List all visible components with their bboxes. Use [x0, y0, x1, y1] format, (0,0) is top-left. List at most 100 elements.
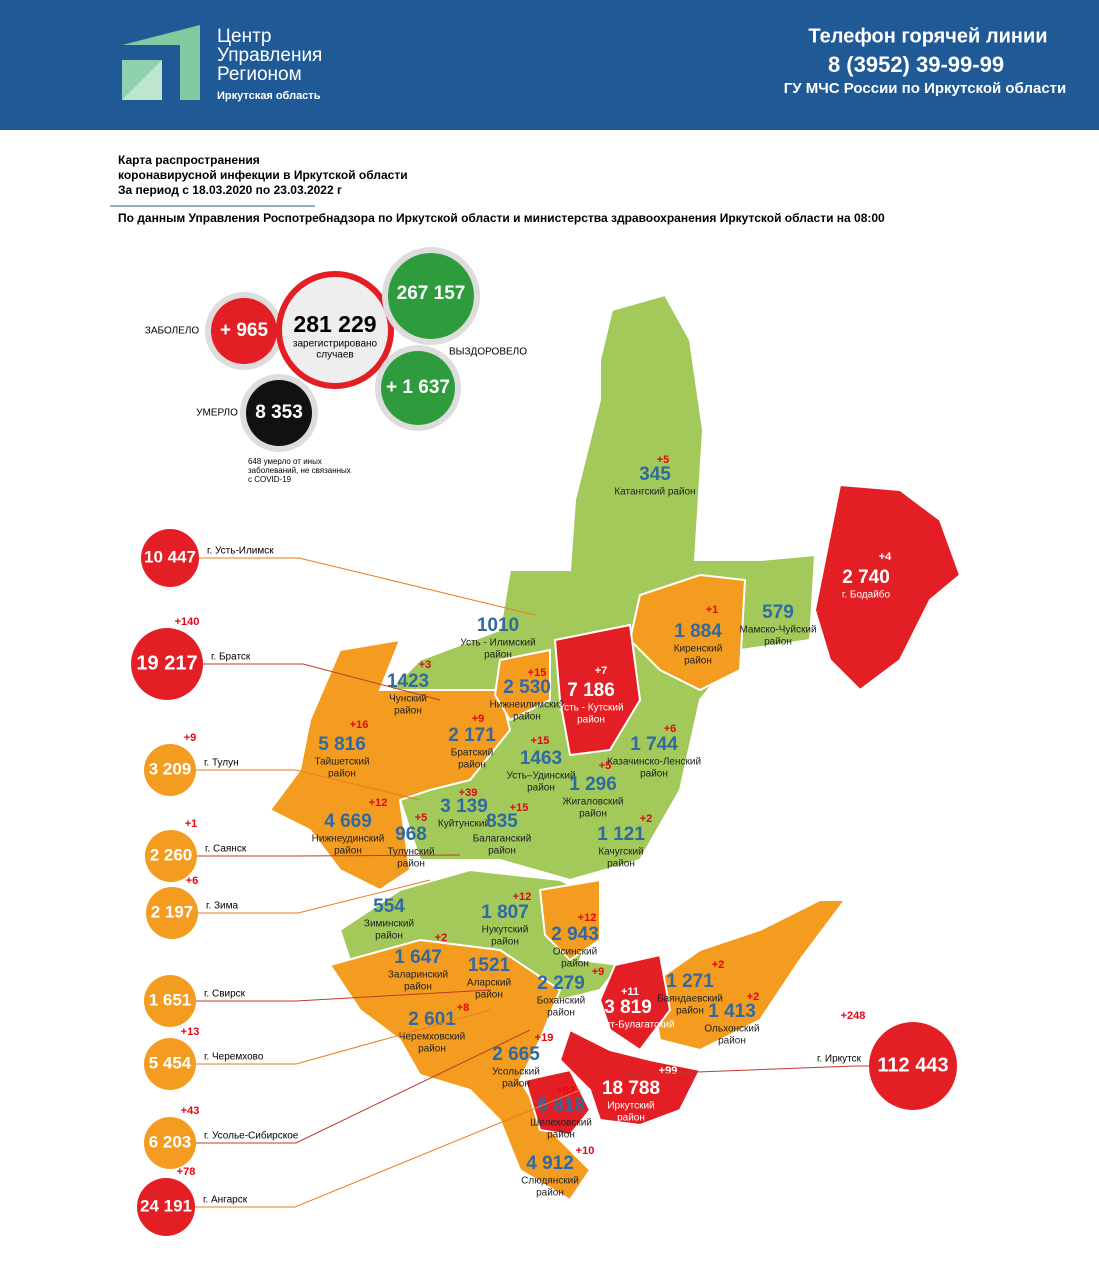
- district-name: г. Бодайбо: [842, 589, 891, 601]
- district-delta: +19: [535, 1032, 554, 1044]
- district-name: район: [676, 1006, 704, 1017]
- stat-label: ЗАБОЛЕЛО: [145, 326, 200, 337]
- city-delta: +248: [841, 1010, 866, 1022]
- stat-circle: [246, 380, 312, 446]
- district-value: 1 121: [597, 824, 645, 845]
- district-name: район: [577, 715, 605, 726]
- district-name: район: [527, 783, 555, 794]
- leader-line: [619, 1065, 869, 1076]
- district-name: район: [418, 1044, 446, 1055]
- district-value: 18 788: [602, 1078, 660, 1099]
- city-value: 2 197: [151, 902, 194, 921]
- district-name: район: [502, 1079, 530, 1090]
- district-value: 968: [395, 824, 427, 845]
- city-circle: [144, 1038, 196, 1090]
- district-name: Осинский: [553, 947, 597, 958]
- district-name: район: [404, 982, 432, 993]
- city-name: г. Саянск: [205, 844, 247, 855]
- intro-line: За период с 18.03.2020 по 23.03.2022 г: [118, 183, 342, 197]
- district-name: район: [475, 990, 503, 1001]
- district-value: 2 279: [537, 973, 585, 994]
- stat-caption: зарегистрировано: [293, 339, 378, 350]
- district-value: 5 816: [318, 734, 366, 755]
- map-region: [538, 878, 601, 962]
- city-delta: +78: [177, 1166, 196, 1178]
- city-delta: +13: [181, 1026, 200, 1038]
- leader-line: [195, 1089, 581, 1208]
- stat-note: 648 умерло от иных: [248, 457, 322, 466]
- district-name: район: [375, 931, 403, 942]
- district-name: район: [334, 846, 362, 857]
- map-region: [813, 483, 962, 692]
- city-delta: +43: [181, 1105, 200, 1117]
- district-name: Баяндаевский: [657, 994, 723, 1005]
- map-region: [328, 938, 592, 1202]
- district-name: район: [640, 769, 668, 780]
- map-region: [628, 573, 747, 692]
- stat-circle: [211, 298, 277, 364]
- district-name: район: [488, 846, 516, 857]
- stat-caption: случаев: [316, 350, 353, 361]
- district-name: Киренский: [674, 644, 723, 655]
- leader-line: [196, 989, 491, 1002]
- map-region: [523, 1068, 592, 1137]
- district-name: Балаганский: [473, 834, 532, 845]
- district-delta: +10: [576, 1145, 595, 1157]
- city-value: 10 447: [144, 547, 196, 566]
- district-name: Нижнеудинский: [312, 834, 385, 845]
- district-value: 1 413: [708, 1001, 756, 1022]
- district-name: район: [718, 1036, 746, 1047]
- city-name: г. Усолье-Сибирское: [204, 1130, 299, 1142]
- district-name: Усть - Кутский: [558, 703, 623, 714]
- stat-note: заболеваний, не связанных: [248, 466, 351, 475]
- district-name: район: [397, 859, 425, 870]
- district-value: 2 665: [492, 1044, 540, 1065]
- leader-line: [199, 557, 536, 616]
- district-name: Слюдянский: [521, 1176, 579, 1187]
- map-region: [648, 899, 847, 1052]
- city-value: 3 209: [149, 759, 192, 778]
- district-name: Тулунский: [387, 847, 434, 858]
- map-region: [558, 1028, 702, 1127]
- district-value: 2 740: [842, 567, 890, 588]
- district-value: 1010: [477, 615, 519, 636]
- stat-value: 8 353: [255, 402, 303, 423]
- city-circle: [141, 529, 199, 587]
- city-delta: +6: [186, 875, 199, 887]
- district-value: 579: [762, 602, 794, 623]
- district-name: Куйтунский: [438, 819, 490, 830]
- stat-value: + 965: [220, 320, 269, 341]
- district-value: 3 139: [440, 796, 488, 817]
- district-value: 1423: [387, 671, 429, 692]
- city-name: г. Черемхово: [204, 1052, 264, 1063]
- city-circle: [145, 830, 197, 882]
- stat-circle: [388, 253, 474, 339]
- district-name: район: [607, 859, 635, 870]
- district-delta: +12: [513, 891, 532, 903]
- map-region: [493, 648, 551, 722]
- city-name: г. Свирск: [204, 989, 246, 1000]
- district-delta: +11: [621, 986, 639, 998]
- city-name: г. Усть-Илимск: [207, 546, 274, 557]
- leader-line: [196, 769, 421, 801]
- district-value: 835: [486, 811, 518, 832]
- stat-note: с COVID-19: [248, 475, 292, 484]
- district-delta: +5: [599, 760, 612, 772]
- city-circle: [131, 628, 203, 700]
- leader-line: [196, 1029, 531, 1144]
- city-delta: +140: [175, 616, 200, 628]
- district-delta: +15: [531, 735, 550, 747]
- map-region: [268, 638, 512, 892]
- district-value: 1 271: [666, 971, 714, 992]
- district-name: Усть–Удинский: [506, 771, 575, 782]
- district-delta: +15: [510, 802, 529, 814]
- district-name: район: [484, 650, 512, 661]
- district-delta: +2: [712, 959, 725, 971]
- logo-icon: [122, 25, 200, 100]
- district-delta: +99: [659, 1065, 678, 1077]
- stat-circle: [276, 271, 394, 389]
- district-delta: +7: [595, 665, 608, 677]
- city-value: 1 651: [149, 990, 192, 1009]
